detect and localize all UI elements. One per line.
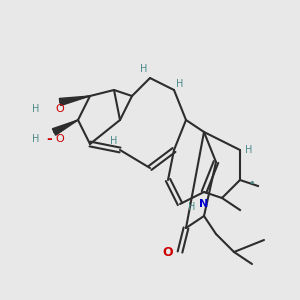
Text: -: -	[46, 133, 52, 146]
Text: O: O	[56, 104, 64, 115]
Text: H: H	[188, 202, 196, 212]
Polygon shape	[59, 96, 90, 106]
Text: H: H	[176, 79, 184, 89]
Text: N: N	[200, 199, 208, 209]
Text: H: H	[110, 136, 118, 146]
Text: •: •	[249, 178, 255, 188]
Text: H: H	[140, 64, 148, 74]
Polygon shape	[52, 120, 78, 135]
Text: H: H	[32, 134, 40, 145]
Text: H: H	[245, 145, 253, 155]
Text: H: H	[32, 104, 40, 115]
Text: O: O	[163, 245, 173, 259]
Text: O: O	[56, 134, 64, 145]
